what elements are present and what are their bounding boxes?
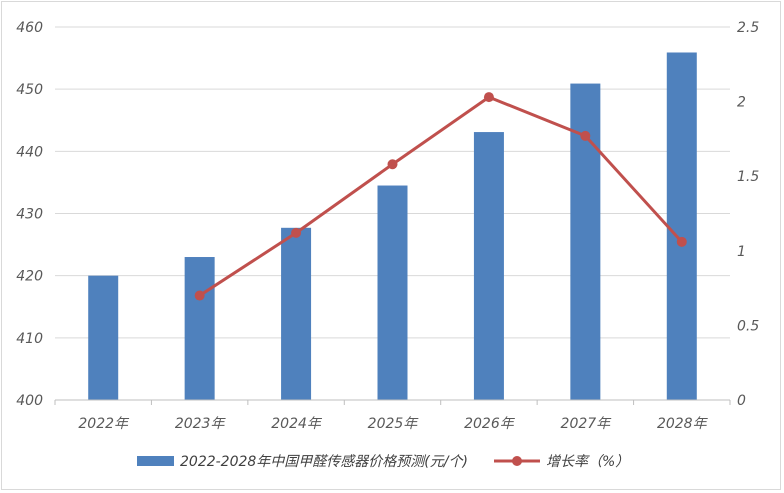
legend-label-line: 增长率（%）	[546, 454, 629, 470]
y-right-tick-label: 0	[737, 393, 746, 409]
y-left-tick-label: 410	[16, 331, 43, 347]
bar	[281, 227, 312, 400]
x-tick-label: 2024年	[271, 416, 323, 432]
bar	[88, 275, 119, 400]
bar	[666, 52, 697, 400]
y-left-tick-label: 420	[16, 269, 43, 285]
y-left-tick-label: 460	[16, 20, 43, 36]
legend-swatch-bar	[137, 456, 174, 466]
legend-swatch-marker	[512, 456, 522, 466]
growth-rate-point	[194, 290, 205, 301]
y-left-tick-label: 440	[16, 144, 43, 160]
growth-rate-point	[580, 130, 591, 141]
y-right-tick-label: 1	[737, 244, 746, 260]
bar	[184, 257, 215, 400]
y-right-tick-label: 0.5	[737, 318, 759, 334]
growth-rate-point	[291, 227, 302, 238]
x-tick-label: 2023年	[175, 416, 227, 432]
growth-rate-point	[483, 92, 494, 103]
y-right-tick-label: 2	[737, 95, 746, 111]
legend-label-bar: 2022-2028年中国甲醛传感器价格预测(元/个)	[180, 454, 468, 470]
bar	[473, 132, 504, 401]
bar	[377, 185, 408, 400]
x-tick-label: 2027年	[561, 416, 613, 432]
y-left-tick-label: 450	[16, 82, 43, 98]
growth-rate-point	[676, 236, 687, 247]
growth-rate-line	[198, 95, 683, 297]
y-right-tick-label: 1.5	[737, 169, 759, 185]
x-tick-label: 2028年	[657, 416, 709, 432]
y-right-tick-label: 2.5	[737, 20, 759, 36]
x-tick-label: 2025年	[368, 416, 420, 432]
legend: 2022-2028年中国甲醛传感器价格预测(元/个) 增长率（%）	[137, 454, 629, 470]
x-tick-label: 2026年	[464, 416, 516, 432]
y-left-tick-label: 430	[16, 207, 43, 223]
y-left-tick-label: 400	[16, 393, 43, 409]
growth-rate-point	[387, 159, 398, 170]
x-tick-label: 2022年	[78, 416, 130, 432]
